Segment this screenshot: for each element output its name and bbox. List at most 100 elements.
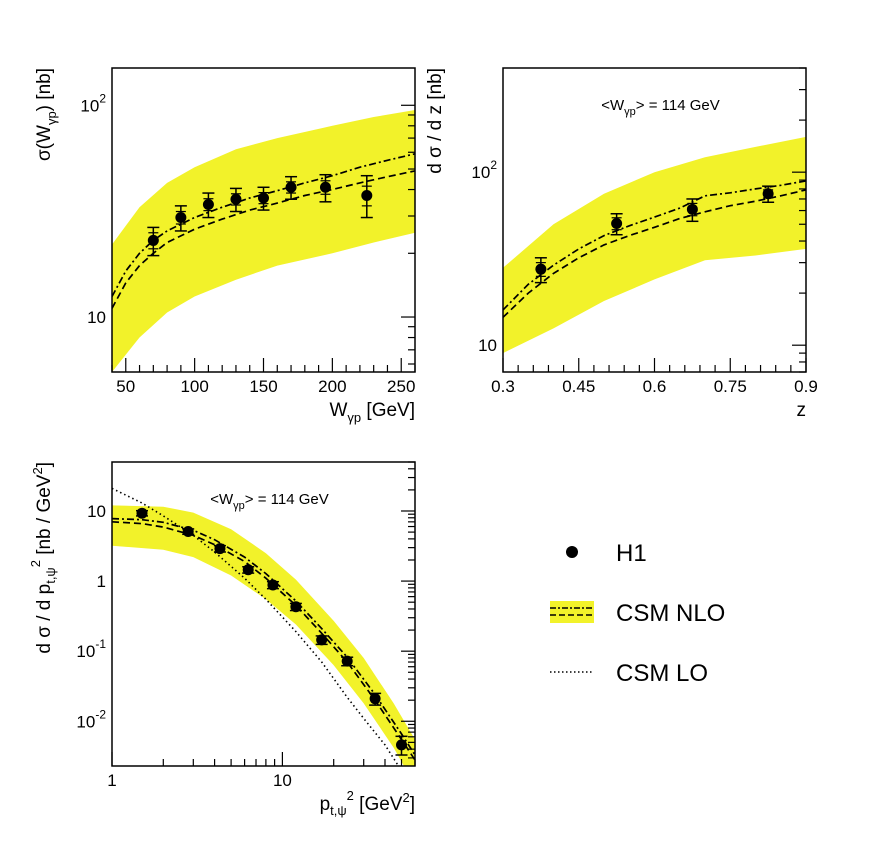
h1-marker [535,263,547,275]
h1-marker [147,234,159,246]
x-tick-label: 10 [273,771,292,790]
y-tick-base: 10 [80,96,99,115]
y-tick-exponent: -1 [95,637,106,651]
h1-marker [369,693,381,705]
x-axis-label: z [797,400,807,421]
legend-label: CSM LO [616,660,708,687]
y-tick-label: 1 [97,572,106,591]
data-point [213,543,226,555]
data-point [182,525,195,537]
data-point [341,655,354,667]
curve-csm-nlo-dashdot [503,180,806,311]
x-tick-label: 1 [107,771,116,790]
y-axis-subscript: γp [44,111,59,125]
data-point [762,185,775,204]
data-point [319,173,332,203]
h1-marker [396,739,408,751]
x-axis-symbol: p [320,794,331,815]
curve-csm-nlo-dashed [503,189,806,318]
plot-frame [111,461,416,767]
y-axis-superscript: 2 [28,560,43,567]
x-tick-label: 0.9 [794,377,818,396]
data-point [686,198,699,223]
annotation-value: > = 114 GeV [636,97,720,114]
h1-marker [214,543,226,555]
y-tick-base: 10 [471,163,490,182]
legend: H1 CSM NLO CSM LO [550,540,725,687]
h1-marker [230,193,242,205]
plot-area [112,110,415,372]
y-tick-exponent: -2 [95,707,106,721]
y-tick-label: 10-2 [76,707,106,731]
h1-marker [175,212,187,224]
x-axis-units-close: ] [410,794,415,815]
legend-entry-csm-nlo: CSM NLO [550,600,725,627]
y-tick-base: 10 [478,336,497,355]
data-point [285,175,298,200]
data-point [360,174,373,219]
x-tick-label: 0.3 [491,377,515,396]
y-axis-subscript: t,ψ [43,567,58,584]
h1-marker [686,203,698,215]
y-tick-base: 10 [87,502,106,521]
mean-w-annotation: <Wγp> = 114 GeV [601,97,720,118]
y-tick-base: 1 [97,572,106,591]
plot-area [112,487,415,766]
data-point [147,226,160,257]
y-axis-label: d σ / d z [nb] [425,68,446,174]
h1-marker [611,218,623,230]
csm-nlo-band [112,110,415,372]
annotation-subscript: γp [233,500,245,512]
x-axis-units: [GeV [354,794,403,815]
legend-label: CSM NLO [616,600,725,627]
h1-marker [290,601,302,613]
data-point [610,213,623,236]
y-tick-label: 102 [471,158,497,182]
y-tick-label: 10-1 [76,637,106,661]
data-point [136,507,149,519]
x-axis-label: pt,ψ2 [GeV2] [320,788,415,818]
y-axis-label: d σ / d pt,ψ2 [nb / GeV2] [28,462,58,654]
h1-marker [258,192,269,204]
y-axis-units-superscript: 2 [30,467,45,474]
legend-band-icon [550,601,594,623]
legend-label: H1 [616,540,647,567]
x-tick-label: 0.6 [643,377,667,396]
y-axis-units-close: ] [34,462,55,467]
x-tick-label: 200 [318,377,346,396]
mean-w-annotation: <Wγp> = 114 GeV [210,491,329,512]
y-axis-text: d σ / d p [34,584,55,654]
y-tick-exponent: 2 [99,91,106,105]
legend-marker-icon [566,546,578,558]
y-axis-units: [nb / GeV [34,474,55,560]
annotation-text: <W [601,97,625,114]
h1-marker [202,198,214,210]
data-point [202,192,215,219]
y-tick-label: 102 [80,91,106,115]
y-tick-exponent: 2 [490,158,497,172]
x-tick-label: 50 [116,377,135,396]
h1-marker [267,579,279,591]
y-tick-base: 10 [76,642,95,661]
x-tick-label: 150 [249,377,277,396]
x-axis-units: [GeV] [361,400,415,421]
x-axis-units-superscript: 2 [402,790,409,805]
y-tick-base: 10 [76,712,95,731]
h1-marker [316,634,328,646]
annotation-value: > = 114 GeV [245,491,329,508]
plot-area [503,136,806,354]
x-axis-symbol: W [329,400,347,421]
data-point [534,257,547,284]
h1-marker [361,189,373,201]
y-tick-base: 10 [87,308,106,327]
data-point [257,186,270,211]
data-point [369,692,382,706]
data-point [174,205,187,232]
x-axis-symbol: z [797,400,807,421]
y-axis-units: ) [nb] [34,68,55,111]
x-axis-subscript: t,ψ [330,803,347,818]
x-tick-label: 250 [387,377,415,396]
